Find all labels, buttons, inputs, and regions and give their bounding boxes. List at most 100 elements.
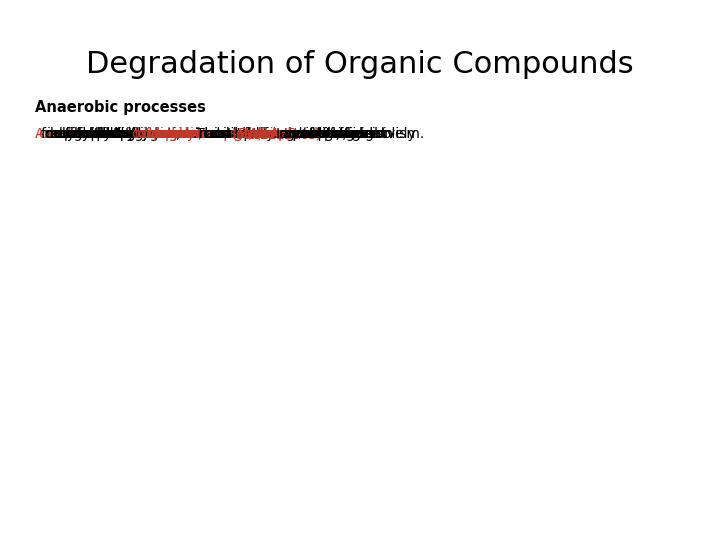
Text: of: of	[80, 127, 94, 141]
Text: the: the	[116, 127, 139, 141]
Text: efficient: efficient	[330, 127, 387, 141]
Text: dissolved: dissolved	[71, 127, 136, 141]
Text: inorganic: inorganic	[143, 127, 207, 141]
Text: oxygen,: oxygen,	[125, 127, 180, 141]
Text: less: less	[327, 127, 354, 141]
Text: metabolism.: metabolism.	[339, 127, 426, 141]
Text: by: by	[59, 127, 76, 141]
Text: progressively: progressively	[324, 127, 417, 141]
Text: Fe: Fe	[238, 127, 253, 141]
Text: other: other	[140, 127, 177, 141]
Text: conditions: conditions	[288, 127, 359, 141]
Text: electron: electron	[208, 127, 265, 141]
Text: limited: limited	[101, 127, 149, 141]
Text: both: both	[226, 127, 258, 141]
Text: the: the	[98, 127, 121, 141]
Text: The: The	[196, 127, 222, 141]
Text: of: of	[68, 127, 81, 141]
Text: geochemical: geochemical	[285, 127, 373, 141]
Text: nitrate: nitrate	[262, 127, 308, 141]
Text: aerobic: aerobic	[86, 127, 138, 141]
Text: reactions: reactions	[303, 127, 367, 141]
Text: develop: develop	[44, 127, 99, 141]
Text: of: of	[300, 127, 313, 141]
Text: dissolved: dissolved	[253, 127, 318, 141]
Text: biodegradation: biodegradation	[89, 127, 195, 141]
Text: a: a	[294, 127, 302, 141]
Text: and: and	[250, 127, 276, 141]
Text: species: species	[271, 127, 323, 141]
Text: subsurface: subsurface	[217, 127, 293, 141]
Text: microorganisms: microorganisms	[182, 127, 293, 141]
Text: electron: electron	[188, 127, 245, 141]
Text: conditions: conditions	[38, 127, 109, 141]
Text: species: species	[158, 127, 210, 141]
Text: absence: absence	[119, 127, 177, 141]
Text: of: of	[321, 127, 335, 141]
Text: the: the	[312, 127, 335, 141]
Text: occurs,: occurs,	[306, 127, 356, 141]
Text: because: because	[77, 127, 135, 141]
Text: hydrocarbons: hydrocarbons	[74, 127, 169, 141]
Text: forms: forms	[134, 127, 174, 141]
Text: and: and	[265, 127, 292, 141]
Text: rates: rates	[92, 127, 127, 141]
Text: as: as	[259, 127, 275, 141]
Text: most: most	[199, 127, 233, 141]
Text: and: and	[95, 127, 121, 141]
Text: oxidized: oxidized	[131, 127, 189, 141]
Text: as: as	[164, 127, 180, 141]
Text: Degradation of Organic Compounds: Degradation of Organic Compounds	[86, 50, 634, 79]
Text: in: in	[47, 127, 60, 141]
Text: subsurface: subsurface	[50, 127, 126, 141]
Text: aquifers,: aquifers,	[279, 127, 340, 141]
Text: In: In	[113, 127, 126, 141]
Text: concentrations: concentrations	[65, 127, 168, 141]
Text: used: used	[176, 127, 210, 141]
Text: by: by	[179, 127, 196, 141]
Text: and: and	[149, 127, 175, 141]
Text: in: in	[214, 127, 227, 141]
Text: Anoxic: Anoxic	[35, 127, 81, 141]
Text: .: .	[273, 127, 277, 141]
Text: species,: species,	[146, 127, 202, 141]
Text: affected: affected	[56, 127, 114, 141]
Text: of: of	[107, 127, 120, 141]
Text: solid: solid	[229, 127, 261, 141]
Text: Mn: Mn	[244, 127, 265, 141]
Text: include: include	[223, 127, 274, 141]
Text: In: In	[276, 127, 289, 141]
Text: modes: modes	[333, 127, 379, 141]
Text: frequently: frequently	[41, 127, 112, 141]
Text: are: are	[173, 127, 196, 141]
Text: such: such	[161, 127, 193, 141]
Text: supply: supply	[104, 127, 150, 141]
Text: environments: environments	[53, 127, 148, 141]
Text: substances,: substances,	[170, 127, 253, 141]
Text: rapid: rapid	[83, 127, 119, 141]
Text: reflecting: reflecting	[309, 127, 375, 141]
Text: (such: (such	[256, 127, 294, 141]
Text: available: available	[205, 127, 268, 141]
Text: humic: humic	[167, 127, 210, 141]
Text: oxygen.: oxygen.	[110, 127, 165, 141]
Text: some: some	[152, 127, 189, 141]
Text: the: the	[128, 127, 150, 141]
Text: as: as	[185, 127, 201, 141]
Text: change,: change,	[291, 127, 346, 141]
Text: high: high	[62, 127, 92, 141]
Text: of: of	[137, 127, 150, 141]
Text: acceptors: acceptors	[191, 127, 259, 141]
Text: sequence: sequence	[297, 127, 364, 141]
Text: acceptors: acceptors	[211, 127, 279, 141]
Text: and: and	[241, 127, 267, 141]
Text: as: as	[282, 127, 298, 141]
Text: as: as	[235, 127, 251, 141]
Text: oxides): oxides)	[247, 127, 297, 141]
Text: .: .	[193, 127, 197, 141]
Text: commonly: commonly	[202, 127, 274, 141]
Text: of: of	[336, 127, 349, 141]
Text: Anaerobic processes: Anaerobic processes	[35, 100, 206, 115]
Text: of: of	[122, 127, 135, 141]
Text: sulfate): sulfate)	[268, 127, 320, 141]
